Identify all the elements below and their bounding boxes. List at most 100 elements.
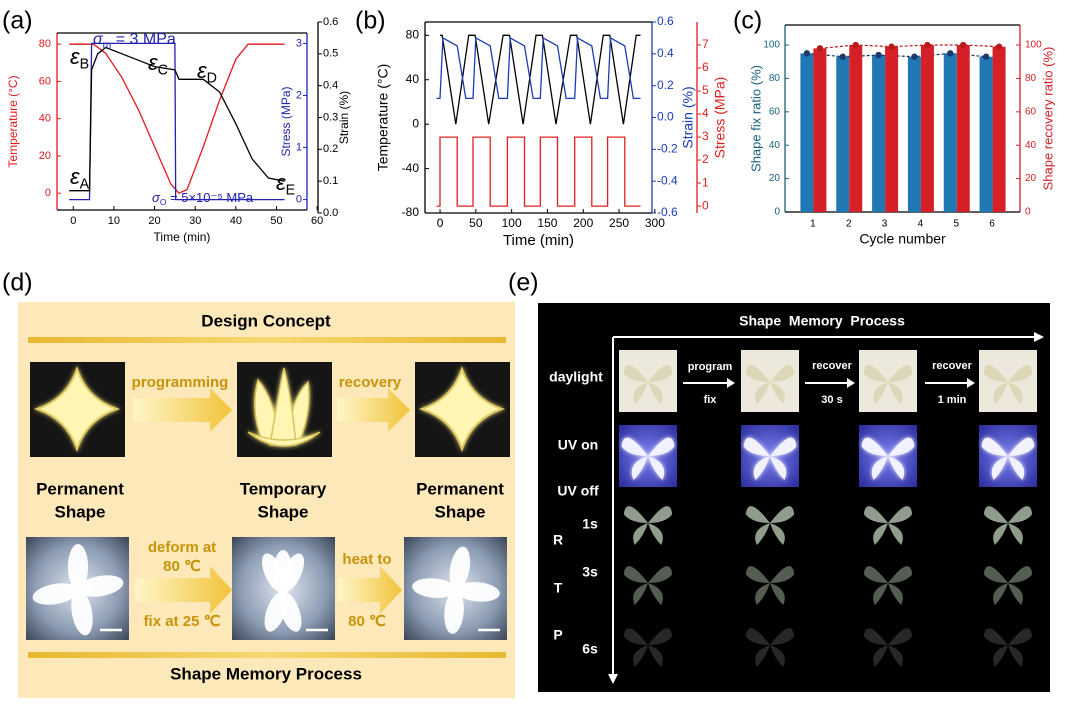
tick-label: 0.4 — [323, 80, 338, 92]
annotation-subscript: D — [207, 70, 217, 86]
sample-afterglow — [863, 506, 913, 545]
sample-uv — [861, 437, 915, 480]
sample — [863, 365, 913, 404]
x-axis-title: Time (min) — [503, 232, 574, 249]
arrow-label: heat to — [342, 551, 391, 568]
tick-label: -0.2 — [657, 142, 678, 156]
bar — [920, 45, 934, 213]
flower-petal — [264, 591, 288, 632]
x-axis-title: Time (min) — [154, 230, 211, 244]
x-tick-label: 100 — [502, 216, 522, 230]
axis-title: Temperature (°C) — [375, 64, 391, 172]
annotation: σm = 3 MPa — [93, 31, 176, 50]
shape-label: Shape — [257, 502, 308, 521]
flower-petal — [67, 544, 89, 590]
step-label: program — [688, 361, 733, 373]
sample-afterglow — [623, 628, 673, 667]
x-tick-label: 20 — [148, 215, 160, 227]
x-tick-label: 2 — [846, 219, 852, 230]
annotation-symbol: ε — [276, 170, 286, 195]
marker — [982, 53, 990, 60]
data-line — [69, 43, 285, 194]
marker — [924, 41, 931, 49]
flower-petal — [32, 583, 79, 605]
section-title: Shape Memory Process — [739, 313, 905, 329]
arrow-label: deform at — [148, 539, 216, 556]
panel-label: (c) — [733, 7, 762, 35]
tick-label: 20 — [1025, 173, 1037, 184]
arrow-head — [1034, 332, 1044, 342]
flower-petal — [455, 582, 500, 602]
tick-label: 100 — [1025, 40, 1042, 51]
row-label: UV off — [557, 483, 599, 499]
tick-label: 0.0 — [657, 110, 674, 124]
shape-label: Shape — [54, 502, 105, 521]
flower-petal — [444, 589, 464, 634]
axis-title: Temperature (°C) — [6, 75, 20, 167]
tick-label: -0.4 — [657, 173, 678, 187]
axis-title: Strain (%) — [337, 91, 351, 144]
x-tick-label: 30 — [189, 215, 201, 227]
arrow-head — [608, 674, 618, 684]
photo-daylight — [859, 350, 917, 412]
tick-label: 0.6 — [323, 16, 338, 28]
marker — [803, 50, 811, 57]
tick-label: 80 — [406, 27, 420, 41]
arrow — [133, 388, 232, 432]
data-line — [436, 136, 641, 207]
tick-label: 3 — [296, 37, 302, 49]
step-arrow-head — [727, 378, 735, 388]
step-label: 30 s — [821, 394, 842, 406]
data-line — [440, 34, 641, 125]
flower-petal — [71, 589, 93, 636]
tick-label: 40 — [406, 72, 420, 86]
arrow — [135, 566, 232, 614]
marker — [947, 50, 954, 57]
tick-label: 2 — [296, 89, 302, 101]
tick-label: 2 — [702, 152, 709, 166]
sample-afterglow — [863, 628, 913, 667]
data-line — [436, 36, 641, 100]
temporary-shape — [247, 367, 321, 447]
shape-label: Shape — [434, 502, 485, 521]
annotation-symbol: σ — [152, 190, 161, 205]
arrow-label: 80 ℃ — [348, 613, 386, 630]
photo-uv — [619, 425, 677, 487]
row-label: UV on — [558, 437, 598, 453]
shape-label: Permanent — [416, 479, 504, 498]
annotation: εC — [148, 50, 168, 79]
row-label: T — [554, 580, 563, 596]
tick-label: 80 — [769, 73, 781, 84]
clover-shape — [33, 365, 121, 453]
annotation-text: = 5×10⁻⁵ MPa — [166, 190, 253, 205]
step-label: 1 min — [938, 394, 967, 406]
shape-label: Temporary — [240, 479, 327, 498]
tick-label: 0 — [1025, 207, 1031, 218]
bar — [849, 45, 863, 213]
bar — [836, 56, 850, 213]
axis-title: Shape recovery ratio (%) — [1040, 47, 1055, 191]
tick-label: 3 — [702, 129, 709, 143]
trend-line — [819, 44, 1000, 49]
annotation: εA — [70, 164, 90, 193]
arrow-label: recovery — [339, 374, 402, 391]
x-tick-label: 40 — [230, 215, 242, 227]
marker — [816, 45, 824, 52]
x-tick-label: 60 — [311, 215, 323, 227]
tick-label: 80 — [39, 38, 51, 50]
x-tick-label: 0 — [437, 216, 444, 230]
tick-label: 0.2 — [323, 143, 338, 155]
bar — [992, 46, 1006, 213]
x-tick-label: 50 — [270, 215, 282, 227]
annotation-subscript: C — [158, 62, 168, 78]
marker — [888, 43, 895, 50]
step-arrow-head — [847, 378, 855, 388]
time-label: 3s — [582, 564, 598, 580]
tick-label: 1 — [702, 175, 709, 189]
annotation-subscript: m — [103, 40, 112, 51]
sample — [983, 365, 1033, 404]
sample-uv — [743, 437, 797, 480]
sample — [745, 365, 795, 404]
sample — [623, 365, 673, 404]
